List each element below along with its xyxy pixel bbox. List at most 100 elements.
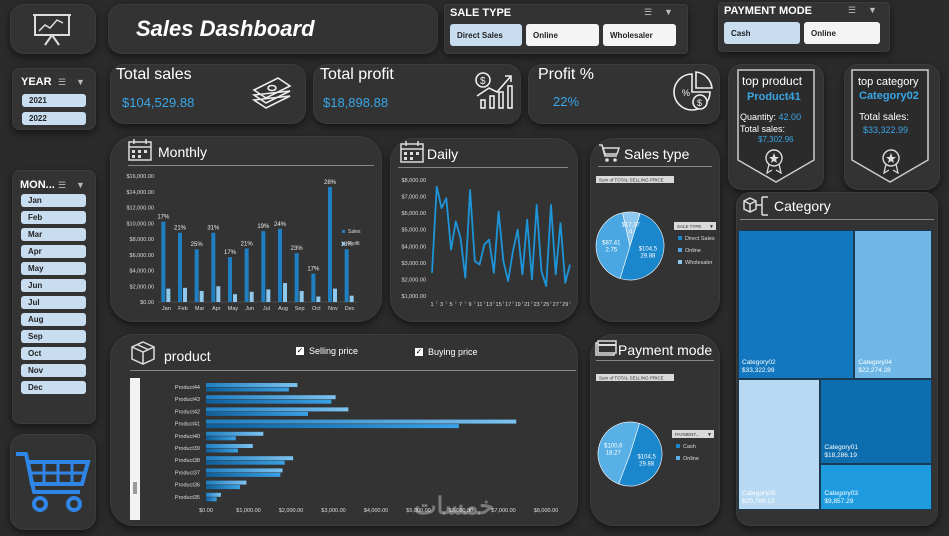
buying-price-bar xyxy=(206,460,285,465)
data-label: 17% xyxy=(307,267,320,273)
divider xyxy=(598,166,712,167)
x-tick-label: Nov xyxy=(328,306,338,312)
month-jan[interactable]: Jan xyxy=(21,194,86,207)
payment-online[interactable]: Online xyxy=(804,22,880,44)
year-2021[interactable]: 2021 xyxy=(22,94,86,107)
top-product-panel: top product Product41 Quantity: 42.00 To… xyxy=(728,64,824,190)
pivot-filter-button xyxy=(674,222,716,230)
x-minor-tick xyxy=(455,301,457,304)
x-tick-label: Feb xyxy=(178,306,187,312)
kpi-total-sales-value: $104,529.88 xyxy=(122,95,195,110)
sale-type-direct-sales[interactable]: Direct Sales xyxy=(450,24,522,46)
pivot-header-label: Sum of TOTAL SELLING PRICE xyxy=(599,178,664,183)
data-label: 31% xyxy=(207,226,220,232)
month-dec[interactable]: Dec xyxy=(21,381,86,394)
product-chart: Product44 Product43 Product42 Product41 Prod… xyxy=(175,383,558,514)
treemap-label: Category03 $9,857.29 xyxy=(824,490,858,506)
multi-select-icon[interactable]: ☰ xyxy=(58,180,67,190)
divider xyxy=(130,370,576,371)
pie-slice xyxy=(618,423,663,487)
multi-select-icon[interactable]: ☰ xyxy=(644,7,653,17)
selling-price-bar xyxy=(206,456,294,461)
x-tick-label: Jan xyxy=(162,306,171,312)
multi-select-icon[interactable]: ☰ xyxy=(58,77,67,87)
x-minor-tick xyxy=(436,301,438,304)
clear-filter-icon[interactable]: ▼ xyxy=(76,180,85,190)
profit-bar xyxy=(183,287,187,302)
month-jul[interactable]: Jul xyxy=(21,296,86,309)
sales-type-chart: Sum of TOTAL SELLING PRICE SALE TYPE ▼ Dire… xyxy=(595,176,716,281)
buying-price-label: Buying price xyxy=(428,347,478,357)
pie-slice-label: $100,6 xyxy=(604,443,623,449)
treemap-tile: Category02 $33,322.99 xyxy=(738,230,855,379)
clear-filter-icon[interactable]: ▼ xyxy=(868,5,877,15)
y-tick-label: $7,000.00 xyxy=(402,195,426,201)
month-mar[interactable]: Mar xyxy=(21,228,86,241)
clear-filter-icon[interactable]: ▼ xyxy=(664,7,673,17)
month-slicer: MON... ☰ ▼ Jan Feb Mar Apr May Jun Jul Aug Sep Oc… xyxy=(12,170,96,424)
month-apr[interactable]: Apr xyxy=(21,245,86,258)
pie-slice-label: $87,41 xyxy=(602,240,621,246)
y-tick-label: $8,000.00 xyxy=(402,178,426,184)
month-sep[interactable]: Sep xyxy=(21,330,86,343)
pie-slice xyxy=(619,213,665,281)
scrollbar-thumb[interactable] xyxy=(133,482,137,494)
treemap-category-value: $20,789.13 xyxy=(742,497,775,505)
month-jun[interactable]: Jun xyxy=(21,279,86,292)
x-tick-label: 3 xyxy=(440,302,443,308)
legend-sales: Sales xyxy=(348,229,361,235)
month-aug[interactable]: Aug xyxy=(21,313,86,326)
selling-price-bar xyxy=(206,419,517,424)
treemap-category-name: Category02 xyxy=(742,358,776,366)
data-label: 17% xyxy=(224,250,237,256)
selling-price-bar xyxy=(206,383,298,387)
x-tick-label: Aug xyxy=(278,306,288,312)
daily-panel: Daily $1,000.00 $2,000.00 $3,000.00 $4,000.… xyxy=(390,138,578,322)
y-tick-label: $0.00 xyxy=(140,300,154,306)
sales-bar xyxy=(161,221,166,302)
selling-price-bar xyxy=(206,444,253,448)
selling-price-bar xyxy=(206,395,336,400)
monthly-title: Monthly xyxy=(158,144,208,160)
y-tick-label: $8,000.00 xyxy=(130,237,154,243)
x-tick-label: 25 xyxy=(543,302,549,308)
sale-type-online[interactable]: Online xyxy=(526,24,599,46)
checkbox-checked-icon[interactable]: ✓ xyxy=(296,346,304,355)
data-label: 28% xyxy=(324,180,337,186)
sales-bar xyxy=(228,257,232,302)
year-slicer-title: YEAR xyxy=(21,76,52,88)
pie-slice xyxy=(597,421,640,485)
buying-price-checkbox[interactable]: ✓ Buying price xyxy=(415,347,478,357)
year-2022[interactable]: 2022 xyxy=(22,112,86,125)
selling-price-checkbox[interactable]: ✓ Selling price xyxy=(296,346,358,356)
y-tick-label: Product42 xyxy=(175,409,200,415)
clear-filter-icon[interactable]: ▼ xyxy=(76,77,85,87)
x-tick-label: Apr xyxy=(212,306,221,312)
sales-bar xyxy=(311,273,316,302)
sale-type-wholesaler[interactable]: Wholesaler xyxy=(603,24,676,46)
x-minor-tick xyxy=(531,301,533,304)
x-minor-tick xyxy=(464,301,466,304)
data-label: 21% xyxy=(174,226,187,232)
month-may[interactable]: May xyxy=(21,262,86,275)
x-tick-label: 23 xyxy=(534,302,540,308)
kpi-profit-pct: Profit % 22% % $ xyxy=(528,64,720,124)
top-category-banner xyxy=(851,69,929,183)
shopping-cart-icon xyxy=(16,452,91,512)
selling-price-bar xyxy=(206,468,283,473)
treemap-tile: Category05 $20,789.13 xyxy=(738,378,821,510)
month-feb[interactable]: Feb xyxy=(21,211,86,224)
selling-price-bar xyxy=(206,431,264,436)
checkbox-checked-icon[interactable]: ✓ xyxy=(415,347,423,356)
month-nov[interactable]: Nov xyxy=(21,364,86,377)
multi-select-icon[interactable]: ☰ xyxy=(848,5,857,15)
divider xyxy=(398,167,568,168)
buying-price-bar xyxy=(206,387,289,392)
month-oct[interactable]: Oct xyxy=(21,347,86,360)
y-tick-label: $14,000.00 xyxy=(126,190,154,196)
payment-cash[interactable]: Cash xyxy=(724,22,800,44)
award-medal-icon xyxy=(765,149,783,174)
sales-bar xyxy=(344,249,349,302)
treemap-category-name: Category03 xyxy=(824,489,859,497)
vertical-scrollbar[interactable] xyxy=(130,378,140,520)
